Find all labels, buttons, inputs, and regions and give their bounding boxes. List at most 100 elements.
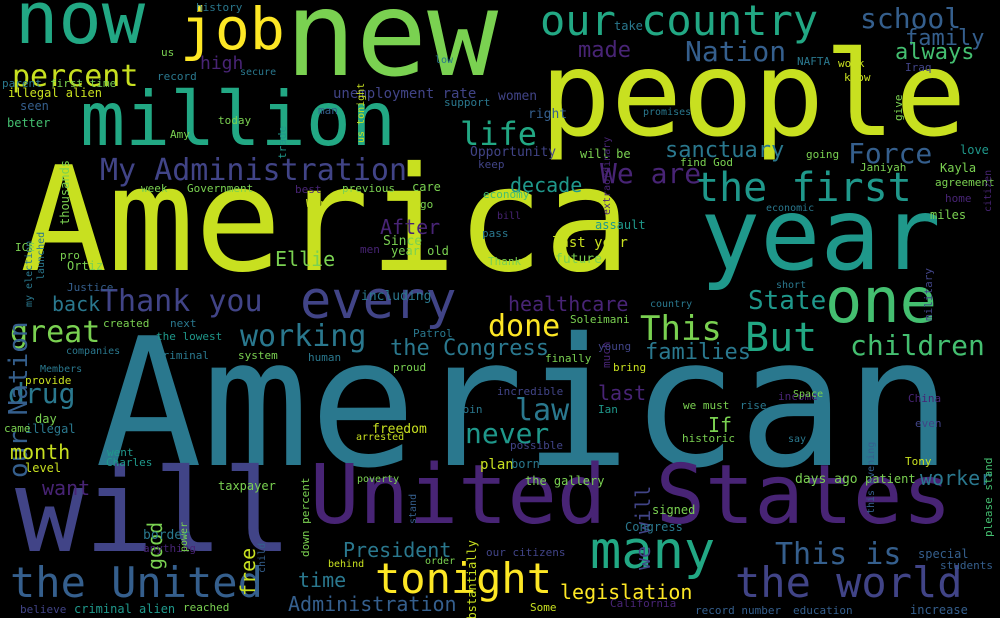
cloud-word: life — [460, 115, 538, 153]
cloud-word: record number — [695, 604, 782, 617]
cloud-word: going — [806, 148, 840, 161]
cloud-word: But — [745, 315, 818, 361]
cloud-word: the first — [695, 165, 912, 211]
cloud-word: substantially — [465, 539, 479, 618]
cloud-word: system — [238, 349, 278, 362]
cloud-word: American — [95, 300, 953, 507]
cloud-word: Amy — [170, 128, 190, 141]
cloud-word: assault — [595, 218, 646, 232]
cloud-word: year — [700, 176, 941, 293]
cloud-word: came — [4, 422, 31, 435]
cloud-word: rise — [740, 399, 767, 412]
cloud-word: Since — [383, 234, 423, 249]
cloud-word: made — [578, 38, 631, 63]
cloud-word: students — [940, 559, 993, 572]
cloud-word: drug — [8, 377, 76, 410]
cloud-word: anything — [143, 542, 196, 555]
cloud-word: incredible — [497, 385, 564, 398]
cloud-word: seen — [20, 99, 49, 113]
cloud-word: great — [10, 315, 101, 350]
cloud-word: month — [10, 440, 71, 464]
cloud-word: Tony — [905, 455, 932, 468]
cloud-word: special — [918, 547, 969, 561]
cloud-word: men — [360, 243, 380, 256]
cloud-word: give — [892, 94, 905, 122]
cloud-word: promises — [643, 107, 692, 118]
cloud-word: last — [598, 381, 647, 405]
cloud-word: working — [240, 319, 367, 354]
cloud-word: school — [860, 2, 962, 35]
cloud-word: go — [420, 198, 434, 211]
cloud-word: man — [318, 104, 338, 117]
cloud-word: take — [614, 19, 643, 33]
cloud-word: proud — [393, 361, 427, 374]
cloud-word: better — [7, 116, 51, 130]
cloud-word: born — [511, 457, 540, 471]
cloud-word: never — [465, 417, 550, 450]
cloud-word: companies — [66, 346, 121, 357]
cloud-word: possible — [510, 439, 563, 452]
cloud-word: find God — [680, 156, 733, 169]
cloud-word: finally — [545, 352, 592, 365]
cloud-word: United States — [310, 448, 952, 543]
cloud-word: provide — [25, 374, 72, 387]
cloud-word: Iraq — [905, 61, 932, 74]
cloud-word: miles — [930, 208, 967, 222]
cloud-word: country — [650, 299, 693, 310]
cloud-word: citizen — [983, 169, 994, 212]
cloud-word: best — [295, 183, 322, 196]
cloud-word: After — [380, 215, 441, 239]
cloud-word: back — [52, 292, 101, 316]
cloud-word: will be — [580, 147, 631, 161]
cloud-word: plan — [480, 457, 514, 473]
cloud-word: us tonight — [356, 82, 367, 143]
cloud-word: unemployment rate — [333, 86, 477, 102]
cloud-word: taxpayer — [218, 479, 276, 493]
cloud-word: patient — [865, 472, 916, 486]
cloud-word: bring — [613, 361, 647, 374]
cloud-word: Ellie — [275, 247, 336, 271]
cloud-word: many — [590, 521, 716, 581]
cloud-word: Members — [40, 364, 83, 375]
cloud-word: income — [778, 390, 818, 403]
cloud-word: human — [308, 351, 342, 364]
cloud-word: our citizens — [486, 546, 566, 559]
cloud-word: job — [180, 0, 285, 63]
cloud-word: new — [285, 0, 499, 103]
cloud-word: high — [200, 53, 244, 74]
cloud-word: year old — [391, 244, 449, 258]
cloud-word: legislation — [560, 580, 693, 604]
cloud-word: us — [161, 46, 175, 59]
cloud-word: This is — [775, 537, 902, 572]
cloud-word: even — [915, 417, 942, 430]
cloud-word: stand — [408, 493, 419, 524]
cloud-word: border — [143, 528, 190, 543]
cloud-word: percent — [12, 59, 139, 94]
cloud-word: support — [444, 96, 491, 109]
cloud-word: day — [35, 412, 57, 426]
cloud-word: parent — [2, 77, 42, 90]
cloud-word: last year — [552, 235, 628, 251]
cloud-word: NAFTA — [797, 55, 831, 68]
cloud-word: today — [218, 114, 252, 127]
cloud-word: We are — [600, 157, 702, 190]
cloud-word: short — [776, 280, 807, 291]
cloud-word: trade — [276, 125, 289, 159]
cloud-word: power — [179, 521, 190, 552]
cloud-word: say — [788, 434, 807, 445]
cloud-word: women — [498, 89, 538, 104]
cloud-word: secure — [240, 67, 277, 78]
cloud-word: work — [838, 57, 865, 70]
cloud-word: bill — [497, 211, 522, 222]
cloud-word: child — [257, 542, 268, 573]
cloud-word: the lowest — [156, 330, 223, 343]
cloud-word: now — [15, 0, 146, 60]
cloud-word: young — [598, 340, 632, 353]
cloud-word: pro — [60, 249, 80, 262]
cloud-word: economy — [483, 188, 530, 201]
cloud-word: freedom — [372, 422, 427, 437]
cloud-word: one — [825, 264, 937, 337]
cloud-word: Ian — [598, 403, 618, 416]
cloud-word: Ortiz — [67, 259, 104, 273]
cloud-word: home — [945, 192, 972, 205]
